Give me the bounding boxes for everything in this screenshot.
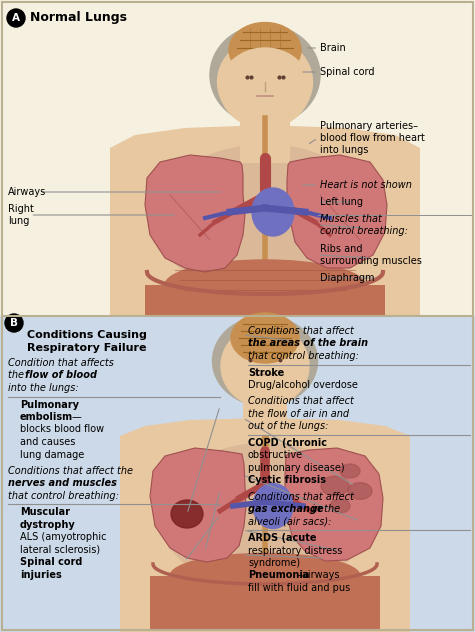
Text: obstructive: obstructive [248,450,303,460]
Ellipse shape [218,38,313,126]
Text: the flow of air in and: the flow of air in and [248,409,349,419]
Text: Right
lung: Right lung [8,204,34,226]
Ellipse shape [160,444,370,588]
Text: and causes: and causes [20,437,76,447]
Text: Normal Lungs: Normal Lungs [30,11,127,25]
Text: Conditions that affect: Conditions that affect [248,492,354,502]
Text: Pneumonia: Pneumonia [248,571,309,581]
Text: injuries: injuries [20,570,62,580]
Text: the areas of the brain: the areas of the brain [248,339,368,348]
Polygon shape [287,155,387,268]
FancyBboxPatch shape [145,285,385,316]
Text: Left lung: Left lung [320,197,363,207]
Text: Spinal cord: Spinal cord [320,67,374,77]
Text: Conditions that affect the: Conditions that affect the [8,466,133,476]
Ellipse shape [321,476,349,495]
FancyBboxPatch shape [243,389,287,435]
Text: Muscles that
control breathing:: Muscles that control breathing: [320,214,408,236]
Ellipse shape [155,145,375,295]
Text: Conditions Causing
Respiratory Failure: Conditions Causing Respiratory Failure [27,330,147,353]
Text: ALS (amyotrophic: ALS (amyotrophic [20,532,106,542]
Text: Heart is not shown: Heart is not shown [320,180,412,190]
Text: Ribs and
surrounding muscles: Ribs and surrounding muscles [320,244,422,266]
Ellipse shape [252,188,294,236]
Text: Pulmonary: Pulmonary [20,399,79,410]
Text: gas exchange: gas exchange [248,504,323,514]
Bar [0,0,475,316]
Text: Airways: Airways [8,187,46,197]
Ellipse shape [340,464,360,478]
Text: —: — [72,412,82,422]
Text: that control breathing:: that control breathing: [8,491,119,501]
Ellipse shape [170,554,360,599]
Text: Stroke: Stroke [248,367,284,377]
Ellipse shape [171,500,203,528]
Text: ARDS (acute: ARDS (acute [248,533,316,543]
Text: blocks blood flow: blocks blood flow [20,425,104,435]
Polygon shape [145,155,245,272]
Ellipse shape [165,260,365,310]
Text: into the lungs:: into the lungs: [8,383,79,393]
Polygon shape [285,448,383,561]
Text: Diaphragm: Diaphragm [320,273,374,283]
Text: the: the [8,370,27,380]
Text: flow of blood: flow of blood [25,370,97,380]
Text: Drug/alcohol overdose: Drug/alcohol overdose [248,380,358,390]
Text: Conditions that affect: Conditions that affect [248,326,354,336]
Text: pulmonary disease): pulmonary disease) [248,463,345,473]
Text: dystrophy: dystrophy [20,520,76,530]
Text: respiratory distress: respiratory distress [248,545,342,556]
Text: –airways: –airways [298,571,341,581]
Text: nerves and muscles: nerves and muscles [8,478,117,489]
Text: lung damage: lung damage [20,449,84,459]
Text: lateral sclerosis): lateral sclerosis) [20,545,100,555]
Ellipse shape [253,483,293,528]
Text: Pulmonary arteries–
blood flow from heart
into lungs: Pulmonary arteries– blood flow from hear… [320,121,425,155]
Text: A: A [12,13,20,23]
Text: COPD (chronic: COPD (chronic [248,438,327,447]
Text: Brain: Brain [320,43,346,53]
Text: Conditions that affect: Conditions that affect [248,396,354,406]
FancyBboxPatch shape [150,576,380,631]
FancyBboxPatch shape [240,112,290,163]
Ellipse shape [348,483,372,499]
Ellipse shape [220,48,310,128]
Polygon shape [110,125,420,316]
Text: Condition that affects: Condition that affects [8,358,114,368]
Text: alveoli (air sacs):: alveoli (air sacs): [248,516,332,526]
Bar [0,316,475,632]
Ellipse shape [330,499,350,513]
Circle shape [7,9,25,27]
Circle shape [5,314,23,332]
Text: Cystic fibrosis: Cystic fibrosis [248,475,326,485]
Ellipse shape [229,23,301,78]
Ellipse shape [212,316,317,406]
Text: B: B [10,318,18,328]
Text: Spinal cord: Spinal cord [20,557,82,568]
Text: syndrome): syndrome) [248,558,300,568]
Polygon shape [150,448,246,562]
Ellipse shape [210,25,320,125]
Text: in the: in the [309,504,340,514]
Text: fill with fluid and pus: fill with fluid and pus [248,583,350,593]
Polygon shape [120,418,410,632]
Ellipse shape [231,313,299,363]
Text: out of the lungs:: out of the lungs: [248,422,328,431]
Text: that control breathing:: that control breathing: [248,351,359,361]
Text: Muscular: Muscular [20,507,70,517]
Text: embolism: embolism [20,412,73,422]
Ellipse shape [221,325,309,407]
